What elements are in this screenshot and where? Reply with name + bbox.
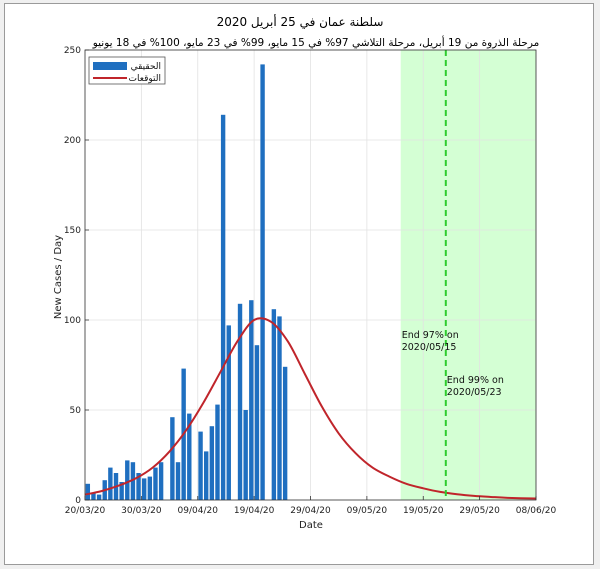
bar (198, 431, 203, 500)
plot-area: 0 50 100 150 200 250 20/03/20 30/03/20 09/04/20 1… (64, 46, 557, 516)
x-tick-label: 30/03/20 (121, 506, 162, 516)
y-tick-label: 50 (70, 406, 82, 416)
x-tick-label: 19/04/20 (234, 506, 275, 516)
bar (260, 64, 265, 501)
bar (108, 467, 113, 500)
y-tick-label: 200 (64, 136, 81, 146)
legend-swatch-actual (93, 62, 127, 70)
y-tick-label: 250 (64, 46, 81, 56)
bar (282, 366, 288, 500)
chart: سلطنة عمان في 25 أبريل 2020 مرحلة الذروة… (53, 14, 557, 531)
annotation-1-line: 2020/05/15 (402, 342, 457, 353)
x-tick-label: 20/03/20 (65, 506, 106, 516)
legend-label-forecast: التوقعات (129, 74, 161, 84)
figure-window: سلطنة عمان في 25 أبريل 2020 مرحلة الذروة… (4, 3, 594, 565)
bar (141, 478, 147, 500)
bar (277, 316, 282, 500)
bar (237, 303, 243, 500)
y-axis-label: New Cases / Day (53, 235, 64, 319)
legend-box (88, 56, 166, 85)
bar (130, 462, 136, 500)
shaded-region (400, 50, 536, 500)
annotation-1-line: End 97% on (402, 330, 459, 341)
bar (158, 462, 164, 500)
chart-subtitle: مرحلة الذروة من 19 أبريل، مرحلة التلاشي … (92, 35, 540, 49)
bar (153, 467, 158, 500)
annotation-2-line: End 99% on (447, 375, 504, 386)
bar (125, 460, 130, 500)
bar (249, 300, 254, 500)
bar (220, 114, 226, 501)
bar (175, 462, 181, 500)
chart-title: سلطنة عمان في 25 أبريل 2020 (217, 14, 384, 30)
bar (243, 410, 248, 500)
x-axis-label: Date (299, 520, 323, 531)
legend-label-actual: الحقيقي (131, 62, 161, 72)
bar (119, 482, 124, 500)
x-tick-label: 08/06/20 (516, 506, 557, 516)
bar (226, 325, 231, 500)
annotation-2-line: 2020/05/23 (447, 387, 502, 398)
y-tick-label: 0 (75, 496, 81, 506)
bar (209, 426, 215, 500)
bar (254, 345, 260, 500)
bar (187, 413, 192, 500)
y-tick-label: 150 (64, 226, 81, 236)
bar (96, 494, 102, 500)
y-tick-label: 100 (64, 316, 81, 326)
forecast-line (84, 317, 537, 500)
x-tick-label: 19/05/20 (403, 506, 444, 516)
x-tick-label: 29/04/20 (290, 506, 331, 516)
bar (271, 309, 277, 500)
bar (215, 404, 220, 500)
x-tick-label: 09/05/20 (347, 506, 388, 516)
x-tick-label: 29/05/20 (459, 506, 500, 516)
bar (91, 492, 96, 500)
bar (170, 417, 175, 500)
x-tick-label: 09/04/20 (178, 506, 219, 516)
legend: الحقيقي التوقعات (88, 56, 166, 85)
bar (85, 483, 91, 500)
bar (204, 451, 209, 500)
bar (136, 473, 141, 500)
bar (147, 476, 153, 500)
